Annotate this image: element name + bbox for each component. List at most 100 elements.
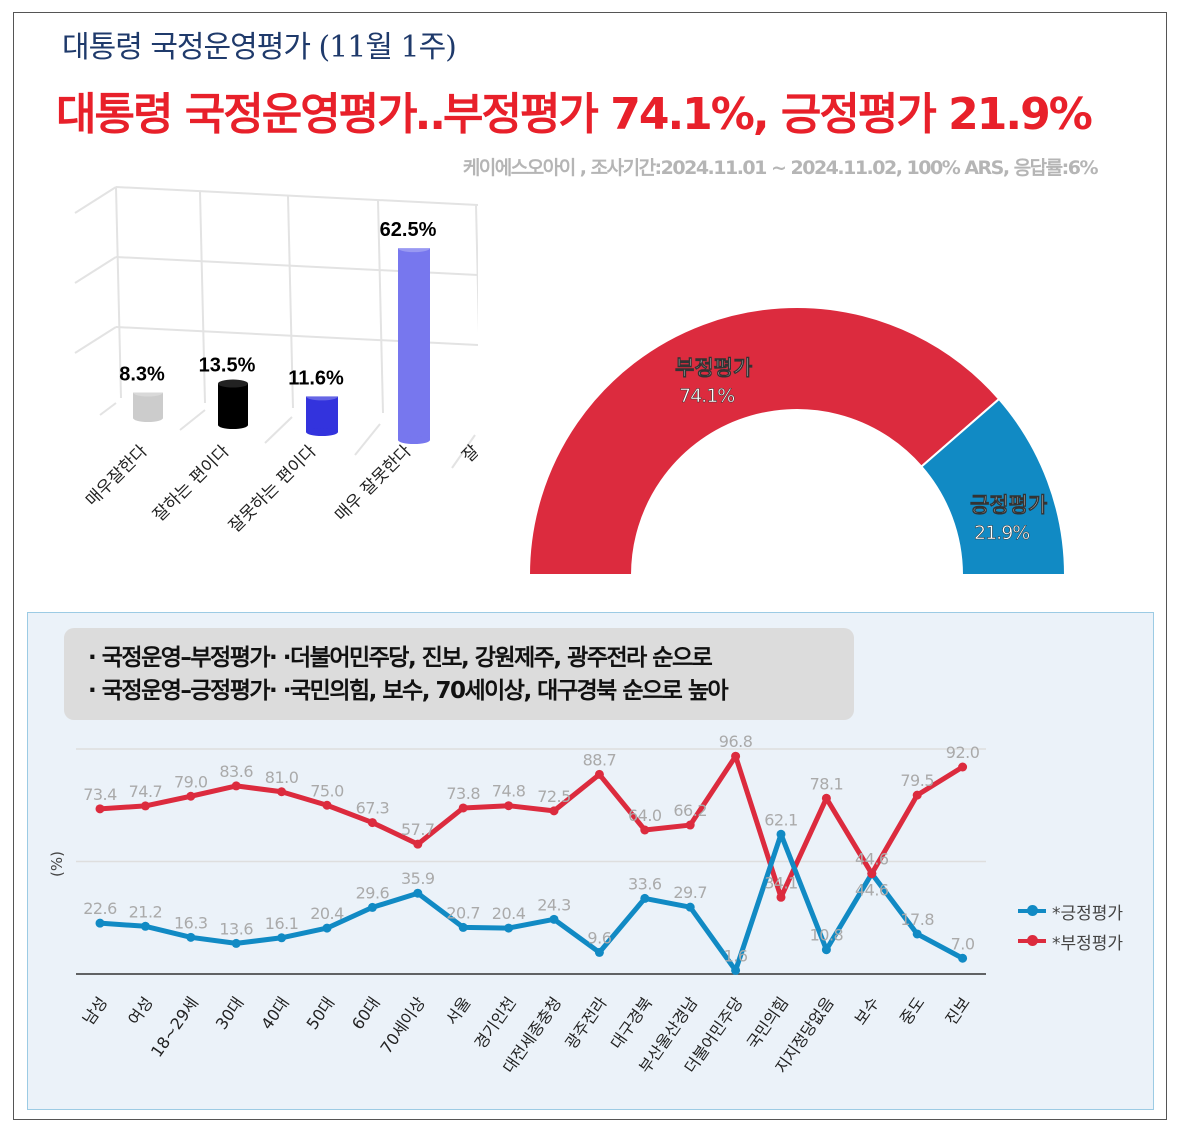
data-label: 21.2 [129,902,163,921]
data-point [594,769,604,779]
data-point [549,914,559,924]
data-point [231,938,241,948]
data-label: 79.0 [174,772,208,791]
bar-top [218,379,248,388]
data-label: 62.5% [380,219,437,241]
data-point [186,791,196,801]
tick-label: 40대 [257,993,293,1033]
tick-label: 50대 [303,993,339,1033]
data-label: 44.6 [855,850,889,869]
data-point [413,888,423,898]
legend-swatch-icon [1018,905,1046,916]
data-label: 8.3% [119,364,165,386]
data-label: 92.0 [946,743,980,762]
data-label: 78.1 [810,774,844,793]
survey-source: 케이에스오아이 , 조사기간:2024.11.01 ~ 2024.11.02, … [462,157,1099,179]
donut-slice [919,397,1067,576]
data-label: 81.0 [265,768,299,787]
tick-label: 경기인천 [471,993,520,1052]
data-point [367,818,377,828]
bar-top [398,244,430,253]
data-label: 73.8 [446,784,480,803]
data-point [458,803,468,813]
gridline [199,191,206,404]
gridline [99,402,117,416]
tick-label: 30대 [212,993,248,1033]
data-point [958,953,968,963]
data-point [776,892,786,902]
tick-label: 잘 [458,441,478,466]
bar [306,396,338,432]
bar-bottom [133,414,163,422]
data-point [322,800,332,810]
tick-label: 매우 잘못한다 [331,441,416,526]
note-line: · 국정운영–부정평가· ·더불어민주당, 진보, 강원제주, 광주전라 순으로 [88,645,713,671]
data-label: 75.0 [310,781,344,800]
data-point [322,923,332,933]
series-line [99,831,964,973]
data-point [504,923,514,933]
bar [218,383,248,425]
gridline [264,416,293,444]
tick-label: 광주전라 [561,993,610,1052]
data-point [549,806,559,816]
data-point [231,781,241,791]
tick-label: 서울 [442,993,474,1028]
data-label: 73.4 [83,785,117,804]
data-point [277,933,287,943]
gridline [115,186,478,206]
data-label: 24.3 [537,895,571,914]
tick-label: 60대 [348,993,384,1033]
gridline [179,409,206,431]
donut-slice [527,306,1001,576]
tick-label: 잘못하는 편이다 [225,441,321,537]
data-point [413,839,423,849]
data-point [776,829,786,839]
bar-bottom [398,436,430,444]
data-label: 17.8 [900,910,934,929]
data-point [731,965,741,975]
data-point [640,893,650,903]
legend-item[interactable]: *긍정평가 [1018,896,1123,926]
slice-value: 74.1% [679,385,734,407]
data-point [186,932,196,942]
note-line: · 국정운영–긍정평가· ·국민의힘, 보수, 70세이상, 대구경북 순으로 … [88,678,729,704]
data-point [821,793,831,803]
data-point [912,929,922,939]
data-label: 13.6 [219,919,253,938]
data-label: 13.5% [199,355,256,377]
data-point [594,947,604,957]
data-label: 96.8 [719,732,753,751]
data-label: 33.6 [628,874,662,893]
tick-label: 여성 [124,993,156,1028]
data-label: 16.3 [174,913,208,932]
bar-top [133,388,163,397]
bar-bottom [218,421,248,429]
data-point [95,918,105,928]
y-axis-label: (%) [48,851,66,877]
data-point [95,804,105,814]
bar [398,248,430,440]
gridline [74,326,117,354]
bar [133,392,163,418]
data-label: 64.0 [628,806,662,825]
bar-top [306,392,338,401]
data-label: 74.8 [492,782,526,801]
data-label: 9.6 [587,928,611,947]
data-label: 11.6% [288,367,344,389]
data-point [140,801,150,811]
legend-item[interactable]: *부정평가 [1018,926,1123,956]
line-chart: (%) 22.6 21.2 16.3 13.6 16.1 20.4 29.6 35.9 20.7 2… [48,732,986,1077]
tick-label: 잘하는 편이다 [149,441,234,526]
series-line [99,753,964,900]
tick-label: 남성 [79,993,111,1028]
data-label: 20.4 [492,904,526,923]
data-point [821,945,831,955]
data-point [685,820,695,830]
data-label: 34.1 [764,873,798,892]
legend-swatch-icon [1018,935,1046,946]
tick-label: 중도 [896,993,928,1028]
data-label: 72.5 [537,787,571,806]
data-label: 44.6 [855,881,889,900]
